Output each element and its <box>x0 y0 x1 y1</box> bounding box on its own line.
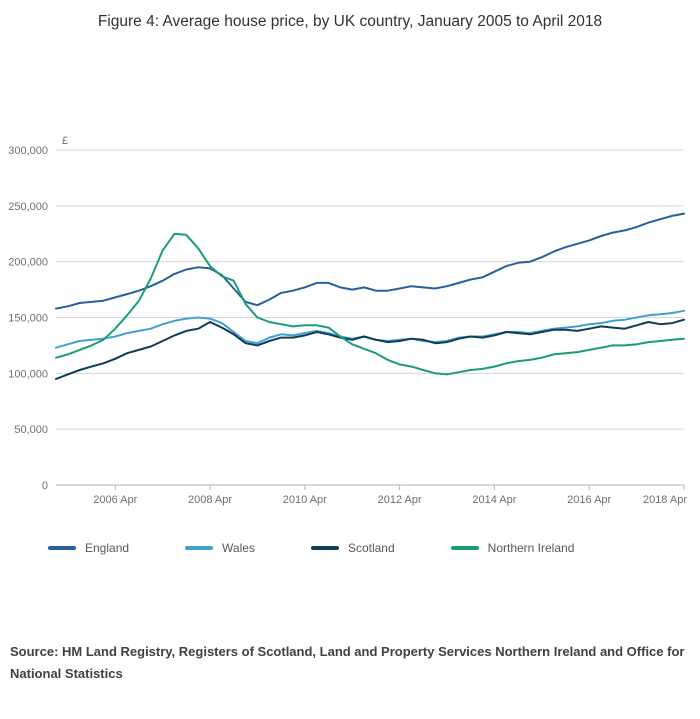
y-tick-label: 100,000 <box>8 369 48 381</box>
legend-swatch <box>450 546 479 551</box>
x-tick-label: 2006 Apr <box>93 494 137 506</box>
source-text: Source: HM Land Registry, Registers of S… <box>10 644 685 681</box>
chart-svg: 0 50,000 100,000 150,000 200,000 250,000 300,0… <box>8 135 687 506</box>
legend-label: Northern Ireland <box>487 541 575 556</box>
chart-title: Figure 4: Average house price, by UK cou… <box>97 13 603 30</box>
x-tick-label: 2010 Apr <box>283 494 327 506</box>
y-axis-unit-label: £ <box>62 135 68 147</box>
x-tick-label: 2018 Apr <box>643 494 687 506</box>
chart-area: 0 50,000 100,000 150,000 200,000 250,000 300,0… <box>0 95 700 515</box>
x-tick-label: 2014 Apr <box>472 494 516 506</box>
legend-item-northern-ireland[interactable]: Northern Ireland <box>450 541 575 556</box>
legend-swatch <box>310 546 339 551</box>
y-axis-labels: 0 50,000 100,000 150,000 200,000 250,000 300,0… <box>8 145 48 492</box>
series-line-scotland <box>55 319 685 381</box>
series-line-northern-ireland <box>55 233 685 376</box>
x-tick-label: 2008 Apr <box>188 494 232 506</box>
figure-container: Figure 4: Average house price, by UK cou… <box>0 12 700 684</box>
legend-label: Wales <box>222 541 255 556</box>
series-line-england <box>55 212 685 310</box>
legend-item-england[interactable]: England <box>48 541 129 555</box>
legend-item-wales[interactable]: Wales <box>185 541 255 555</box>
y-tick-label: 200,000 <box>8 257 48 269</box>
legend-item-scotland[interactable]: Scotland <box>310 541 395 556</box>
legend-label: England <box>85 541 130 556</box>
y-tick-label: 300,000 <box>8 145 48 157</box>
legend-swatch <box>48 546 76 551</box>
y-tick-label: 0 <box>42 480 48 492</box>
x-tick-label: 2016 Apr <box>567 494 611 506</box>
y-tick-label: 50,000 <box>14 425 48 437</box>
y-tick-label: 150,000 <box>8 313 48 325</box>
x-tick-label: 2012 Apr <box>378 494 422 506</box>
y-tick-label: 250,000 <box>8 201 48 213</box>
chart-legend: England Wales Scotland Northern Ireland <box>0 541 700 555</box>
x-axis-labels: 2006 Apr 2008 Apr 2010 Apr 2012 Apr 2014 Apr… <box>93 485 687 506</box>
legend-label: Scotland <box>347 541 395 556</box>
legend-swatch <box>185 546 214 551</box>
gridlines <box>56 149 684 486</box>
